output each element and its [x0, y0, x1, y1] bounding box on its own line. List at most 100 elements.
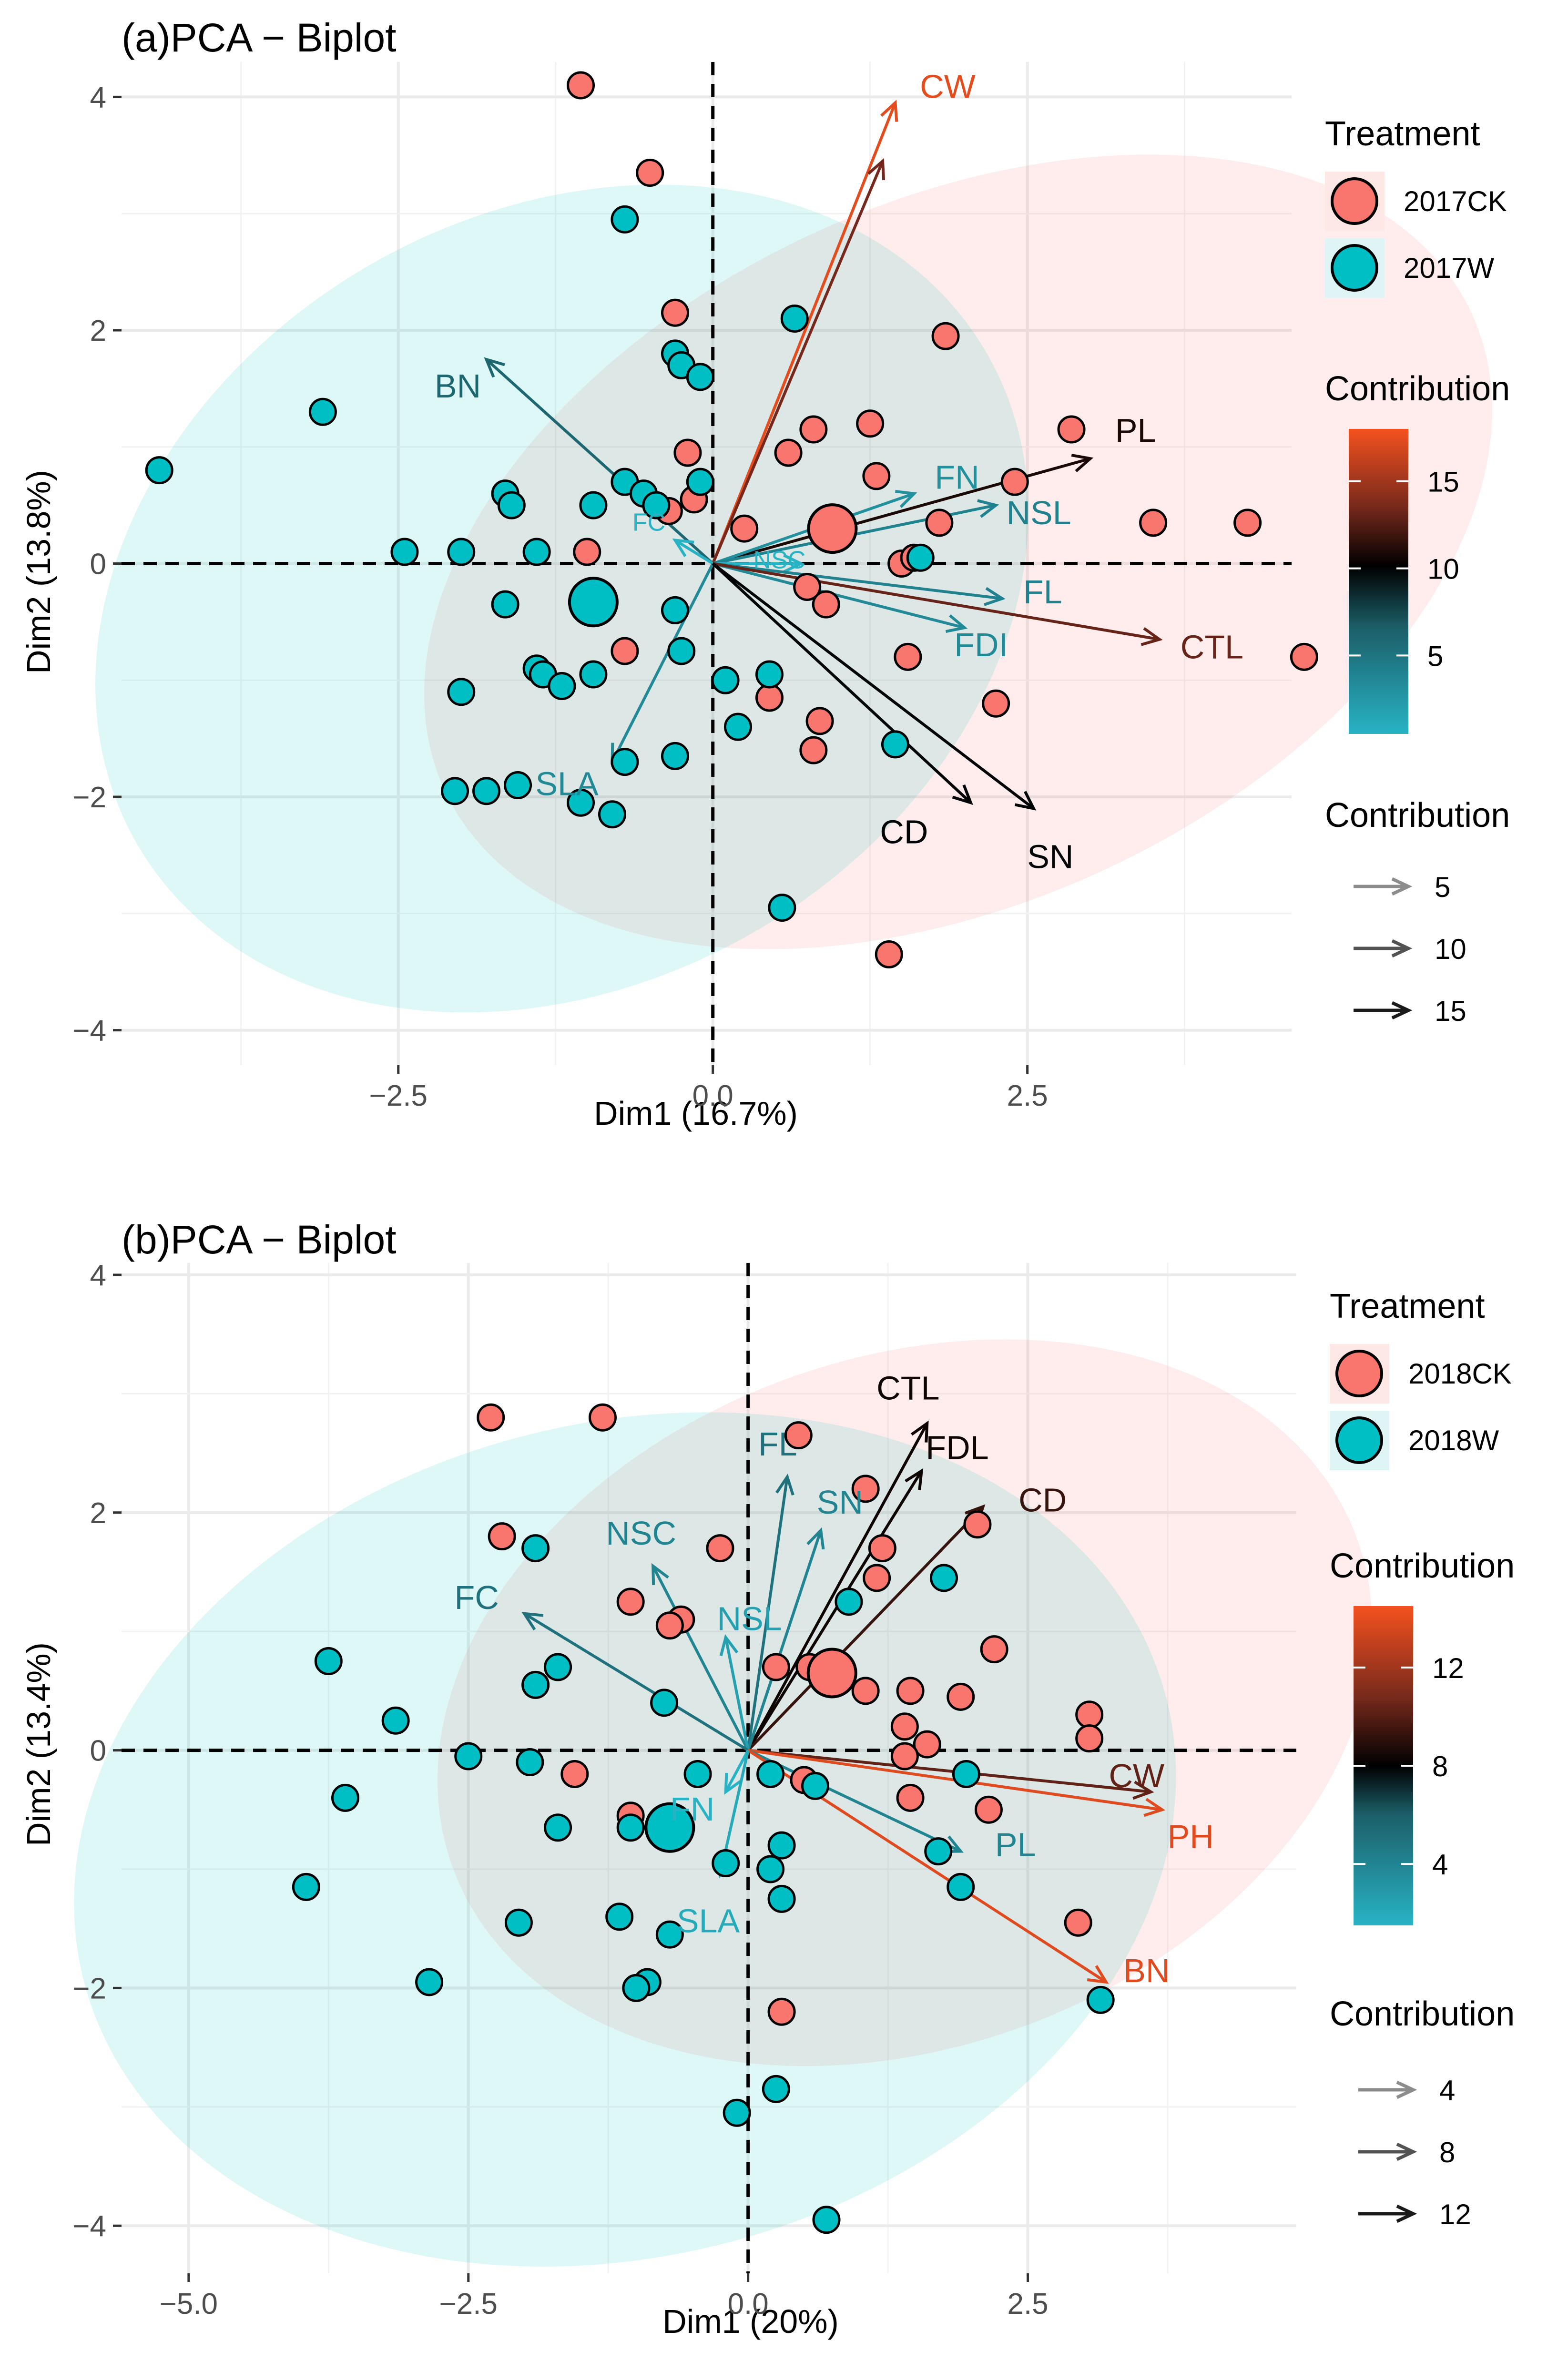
- loading-arrowhead-fn: [724, 1772, 742, 1795]
- data-point-2018w: [947, 1872, 975, 1901]
- data-point-2018ck: [913, 1730, 941, 1759]
- data-point-2017w: [611, 205, 639, 234]
- loading-arrow-fl: [746, 1476, 789, 1751]
- arrow-legend-label: 4: [1439, 2075, 1455, 2106]
- x-tick-label: −5.0: [160, 2288, 218, 2320]
- loading-arrow-nsc: [652, 1565, 750, 1751]
- y-tick-label: −4: [72, 1015, 106, 1048]
- variable-label-ph: PH: [912, 0, 958, 6]
- y-axis-label: Dim2 (13.4%): [20, 1642, 57, 1846]
- loading-arrowhead-ctl: [910, 1420, 929, 1443]
- y-tick-label: 0: [90, 1735, 106, 1768]
- data-point-2018w: [812, 2206, 841, 2234]
- colorbar-legend: Contribution 15 10 5: [1325, 370, 1510, 734]
- data-point-2018w: [521, 1670, 550, 1699]
- loading-arrow-fn: [724, 1750, 750, 1793]
- data-point-2018ck: [1064, 1908, 1092, 1937]
- data-point-2018ck: [896, 1677, 925, 1705]
- loading-arrowhead-fl: [775, 1474, 794, 1496]
- legend-swatch-2017w: [1331, 244, 1378, 292]
- data-point-2018ck: [762, 1653, 790, 1681]
- data-point-2017w: [686, 468, 714, 496]
- legend-label-2017ck: 2017CK: [1404, 185, 1507, 217]
- legend-label-2018w: 2018W: [1408, 1425, 1499, 1456]
- data-point-2017w: [611, 748, 639, 776]
- loading-arrowhead-nsl: [977, 499, 999, 518]
- variable-label-sla: SLA: [535, 765, 599, 803]
- data-point-2017ck: [856, 409, 885, 438]
- data-point-2017w: [723, 712, 752, 741]
- data-point-2017ck: [799, 415, 828, 444]
- data-point-2018w: [924, 1837, 953, 1866]
- data-point-2018w: [331, 1783, 360, 1812]
- data-point-2017ck: [894, 642, 922, 671]
- loading-arrow-bn: [485, 358, 714, 565]
- legend-swatch-2017ck: [1331, 177, 1378, 225]
- loading-arrowhead-fdi: [945, 614, 968, 633]
- loading-arrowhead-ph: [867, 158, 886, 181]
- arrow-legend-label: 10: [1435, 933, 1466, 965]
- data-point-2018ck: [868, 1534, 896, 1563]
- data-point-2018w: [756, 1855, 785, 1883]
- x-tick-label: −2.5: [439, 2288, 498, 2320]
- data-point-2017w: [906, 543, 935, 572]
- data-point-2018w: [712, 1849, 740, 1878]
- data-point-2018w: [767, 1831, 796, 1860]
- variable-label-fn: FN: [935, 459, 979, 496]
- data-point-2017w: [522, 538, 551, 566]
- loading-arrowhead-sn: [806, 1527, 825, 1550]
- arrow-legend-label: 5: [1435, 871, 1450, 903]
- variable-label-cw: CW: [920, 68, 976, 105]
- loading-arrow-cw: [711, 102, 897, 564]
- variable-label-ctl: CTL: [1181, 629, 1243, 666]
- data-point-2017w: [579, 660, 608, 689]
- group-centroid-2017ck: [807, 503, 858, 554]
- variable-label-sn: SN: [817, 1484, 863, 1521]
- data-point-2017ck: [793, 572, 822, 601]
- legend-swatch-2018ck: [1335, 1350, 1383, 1397]
- data-point-2017ck: [661, 298, 690, 327]
- arrow-legend-title: Contribution: [1325, 796, 1510, 834]
- data-point-2017ck: [862, 462, 891, 490]
- y-tick-label: −4: [72, 2210, 106, 2243]
- data-point-2017ck: [573, 538, 601, 566]
- arrow-legend-title: Contribution: [1330, 1995, 1515, 2033]
- data-point-2017w: [642, 491, 671, 519]
- colorbar-tick-label: 15: [1427, 466, 1459, 498]
- data-point-2018w: [415, 1968, 444, 1996]
- data-point-2018w: [683, 1760, 712, 1788]
- data-point-2017ck: [875, 940, 903, 968]
- y-tick-label: 4: [90, 81, 106, 114]
- data-point-2018w: [650, 1689, 679, 1717]
- loading-arrow-sn: [746, 1530, 823, 1751]
- data-point-2017ck: [1000, 468, 1029, 496]
- loading-arrow-ph: [711, 160, 884, 564]
- variable-label-fdi: FDI: [954, 626, 1008, 663]
- confidence-ellipse-2017w: [95, 184, 1028, 1013]
- data-point-2018w: [762, 2075, 790, 2103]
- variable-label-ph: PH: [1168, 1818, 1214, 1855]
- arrow-legend-label: 12: [1439, 2198, 1471, 2230]
- data-point-2018ck: [488, 1522, 516, 1551]
- data-point-2017w: [598, 800, 627, 829]
- variable-label-ctl: CTL: [876, 1370, 939, 1407]
- data-point-2018ck: [890, 1712, 919, 1741]
- data-point-2018ck: [784, 1421, 813, 1450]
- arrow-legend-label: 8: [1439, 2137, 1455, 2168]
- data-point-2017w: [881, 730, 909, 759]
- variable-label-fdl: FDL: [926, 1429, 988, 1466]
- data-point-2018w: [1086, 1985, 1115, 2014]
- loading-arrowhead-nsc: [651, 1563, 669, 1586]
- treatment-legend-title: Treatment: [1325, 115, 1480, 153]
- x-tick-label: 0.0: [728, 2288, 769, 2320]
- data-point-2017w: [755, 660, 784, 689]
- data-point-2017ck: [673, 438, 702, 467]
- variable-label-cw: CW: [1109, 1757, 1164, 1794]
- data-point-2018w: [756, 1760, 785, 1788]
- legend-swatch-2018w: [1335, 1416, 1383, 1464]
- data-point-2018ck: [896, 1783, 925, 1812]
- y-axis-label: Dim2 (13.8%): [20, 470, 57, 674]
- legend-label-2018ck: 2018CK: [1408, 1358, 1512, 1390]
- loading-arrowhead-nsl: [719, 1634, 739, 1657]
- loading-arrow-cd: [712, 562, 972, 804]
